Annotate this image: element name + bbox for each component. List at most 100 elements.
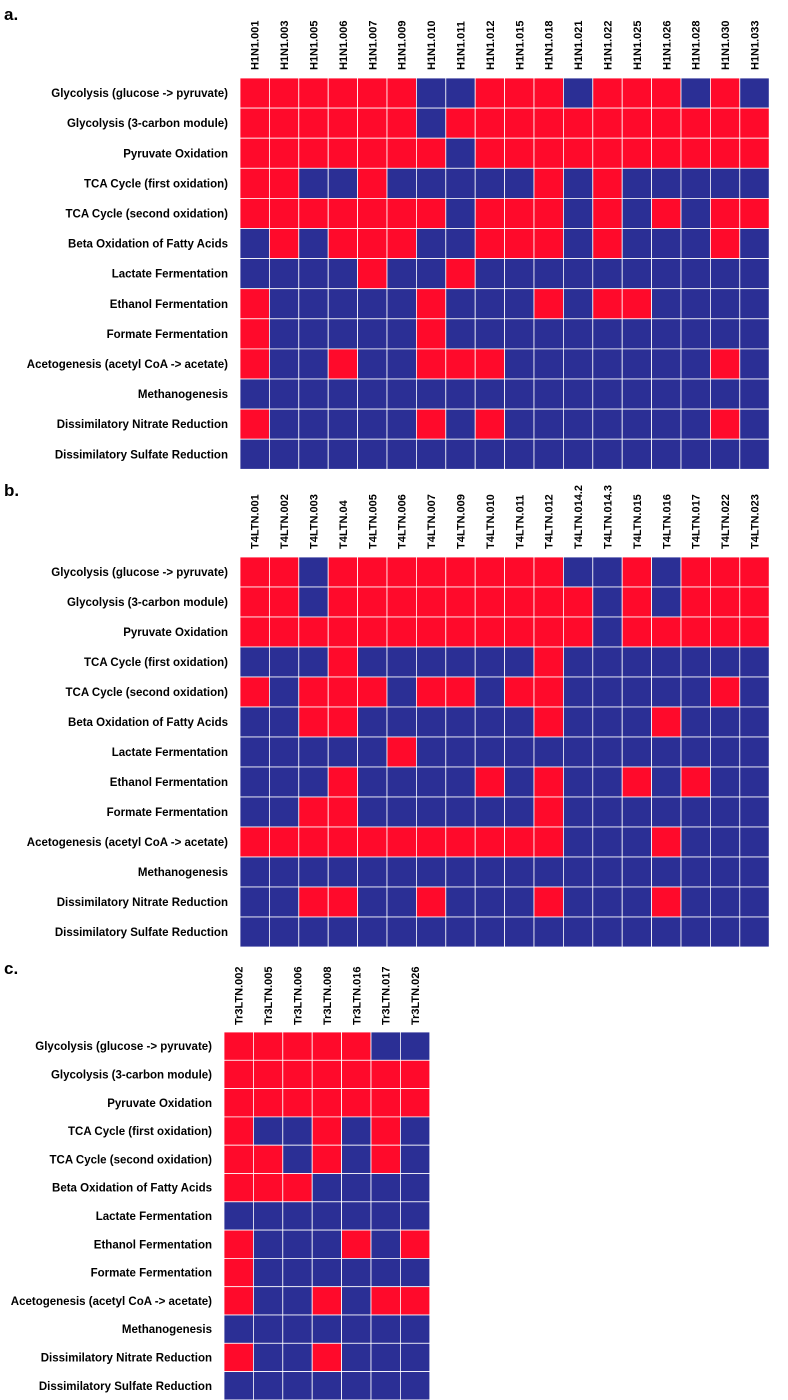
heatmap-cell bbox=[504, 438, 535, 470]
heatmap-cell bbox=[563, 706, 594, 738]
heatmap-cell bbox=[533, 288, 564, 320]
heatmap-cell bbox=[739, 886, 770, 918]
heatmap-cell bbox=[341, 1286, 372, 1316]
heatmap-cell bbox=[445, 556, 476, 588]
heatmap-cell bbox=[357, 167, 388, 199]
heatmap-cell bbox=[327, 378, 359, 410]
heatmap-cell bbox=[710, 796, 741, 828]
heatmap-cell bbox=[357, 258, 388, 290]
heatmap-cell bbox=[592, 228, 623, 260]
heatmap-cell bbox=[680, 676, 711, 708]
heatmap-cell bbox=[311, 1173, 343, 1203]
heatmap-cell bbox=[533, 616, 564, 648]
row-label: Formate Fermentation bbox=[107, 329, 228, 341]
heatmap-cell bbox=[386, 77, 417, 109]
heatmap-cell bbox=[239, 107, 270, 139]
heatmap-cell bbox=[357, 616, 388, 648]
heatmap-cell bbox=[327, 826, 359, 858]
heatmap-cell bbox=[327, 676, 359, 708]
heatmap-cell bbox=[474, 167, 506, 199]
heatmap-cell bbox=[710, 886, 741, 918]
heatmap-cell bbox=[327, 408, 359, 440]
heatmap-cell bbox=[252, 1088, 284, 1118]
heatmap-cell bbox=[474, 616, 506, 648]
column-label: Tr3LTN.017 bbox=[381, 967, 393, 1026]
heatmap-cell bbox=[399, 1229, 431, 1259]
heatmap-cell bbox=[680, 556, 711, 588]
heatmap-cell bbox=[239, 886, 270, 918]
heatmap-cell bbox=[341, 1059, 372, 1090]
column-label: T4LTN.011 bbox=[514, 495, 526, 549]
heatmap-cell bbox=[592, 826, 623, 858]
heatmap-cell bbox=[327, 258, 359, 290]
heatmap-cell bbox=[239, 228, 270, 260]
heatmap-cell bbox=[268, 167, 300, 199]
row-label: Dissimilatory Sulfate Reduction bbox=[39, 1381, 212, 1393]
heatmap-cell bbox=[533, 408, 564, 440]
heatmap-cell bbox=[386, 258, 417, 290]
heatmap-cell bbox=[680, 886, 711, 918]
heatmap-cell bbox=[311, 1201, 343, 1231]
heatmap-cell bbox=[252, 1371, 284, 1400]
heatmap-cell bbox=[621, 856, 653, 888]
heatmap-cell bbox=[268, 378, 300, 410]
heatmap-cell bbox=[386, 856, 417, 888]
column-label: Tr3LTN.008 bbox=[322, 967, 334, 1026]
heatmap-cell bbox=[680, 796, 711, 828]
heatmap-cell bbox=[386, 676, 417, 708]
heatmap-cell bbox=[651, 766, 682, 798]
column-label: T4LTN.006 bbox=[397, 494, 409, 549]
heatmap-cell bbox=[563, 228, 594, 260]
column-label: Tr3LTN.002 bbox=[234, 967, 246, 1026]
heatmap-cell bbox=[341, 1229, 372, 1259]
heatmap-cell bbox=[357, 107, 388, 139]
heatmap-cell bbox=[651, 228, 682, 260]
heatmap-cell bbox=[282, 1088, 313, 1118]
heatmap-cell bbox=[298, 706, 329, 738]
heatmap-cell bbox=[710, 318, 741, 350]
heatmap-cell bbox=[252, 1314, 284, 1344]
heatmap-cell bbox=[386, 556, 417, 588]
heatmap-cell bbox=[474, 318, 506, 350]
heatmap-cell bbox=[651, 676, 682, 708]
row-label: Glycolysis (3-carbon module) bbox=[67, 118, 228, 130]
heatmap-cell bbox=[223, 1201, 254, 1231]
heatmap-cell bbox=[533, 586, 564, 618]
heatmap-cell bbox=[298, 408, 329, 440]
heatmap-cell bbox=[268, 258, 300, 290]
heatmap-cell bbox=[739, 676, 770, 708]
heatmap-cell bbox=[298, 258, 329, 290]
heatmap-cell bbox=[680, 378, 711, 410]
heatmap-cell bbox=[370, 1031, 401, 1061]
heatmap-cell bbox=[327, 438, 359, 470]
heatmap-cell bbox=[563, 586, 594, 618]
heatmap-cell bbox=[298, 886, 329, 918]
heatmap-cell bbox=[298, 107, 329, 139]
heatmap-cell bbox=[533, 107, 564, 139]
heatmap-cell bbox=[415, 167, 447, 199]
heatmap-cell bbox=[386, 736, 417, 768]
heatmap-cell bbox=[710, 646, 741, 678]
panel-label: a. bbox=[4, 5, 18, 24]
heatmap-cell bbox=[739, 378, 770, 410]
row-label: TCA Cycle (first oxidation) bbox=[84, 657, 228, 669]
heatmap-cell bbox=[223, 1144, 254, 1174]
heatmap-cell bbox=[298, 348, 329, 380]
heatmap-cell bbox=[399, 1342, 431, 1373]
heatmap-cell bbox=[533, 137, 564, 169]
row-label: Methanogenesis bbox=[138, 867, 228, 879]
heatmap-cell bbox=[311, 1342, 343, 1373]
heatmap-cell bbox=[298, 318, 329, 350]
heatmap-cell bbox=[651, 378, 682, 410]
heatmap-cell bbox=[621, 228, 653, 260]
heatmap-cell bbox=[357, 197, 388, 229]
heatmap-cell bbox=[710, 258, 741, 290]
heatmap-cell bbox=[282, 1201, 313, 1231]
heatmap-cell bbox=[268, 736, 300, 768]
row-label: Beta Oxidation of Fatty Acids bbox=[68, 239, 228, 251]
heatmap-cell bbox=[341, 1201, 372, 1231]
heatmap-cell bbox=[474, 796, 506, 828]
heatmap-cell bbox=[268, 318, 300, 350]
row-label: TCA Cycle (second oxidation) bbox=[65, 208, 228, 220]
heatmap-panel-3: c. Tr3LTN.002 Tr3LTN.005 Tr3LTN.006 Tr3LTN.0… bbox=[4, 959, 431, 1400]
